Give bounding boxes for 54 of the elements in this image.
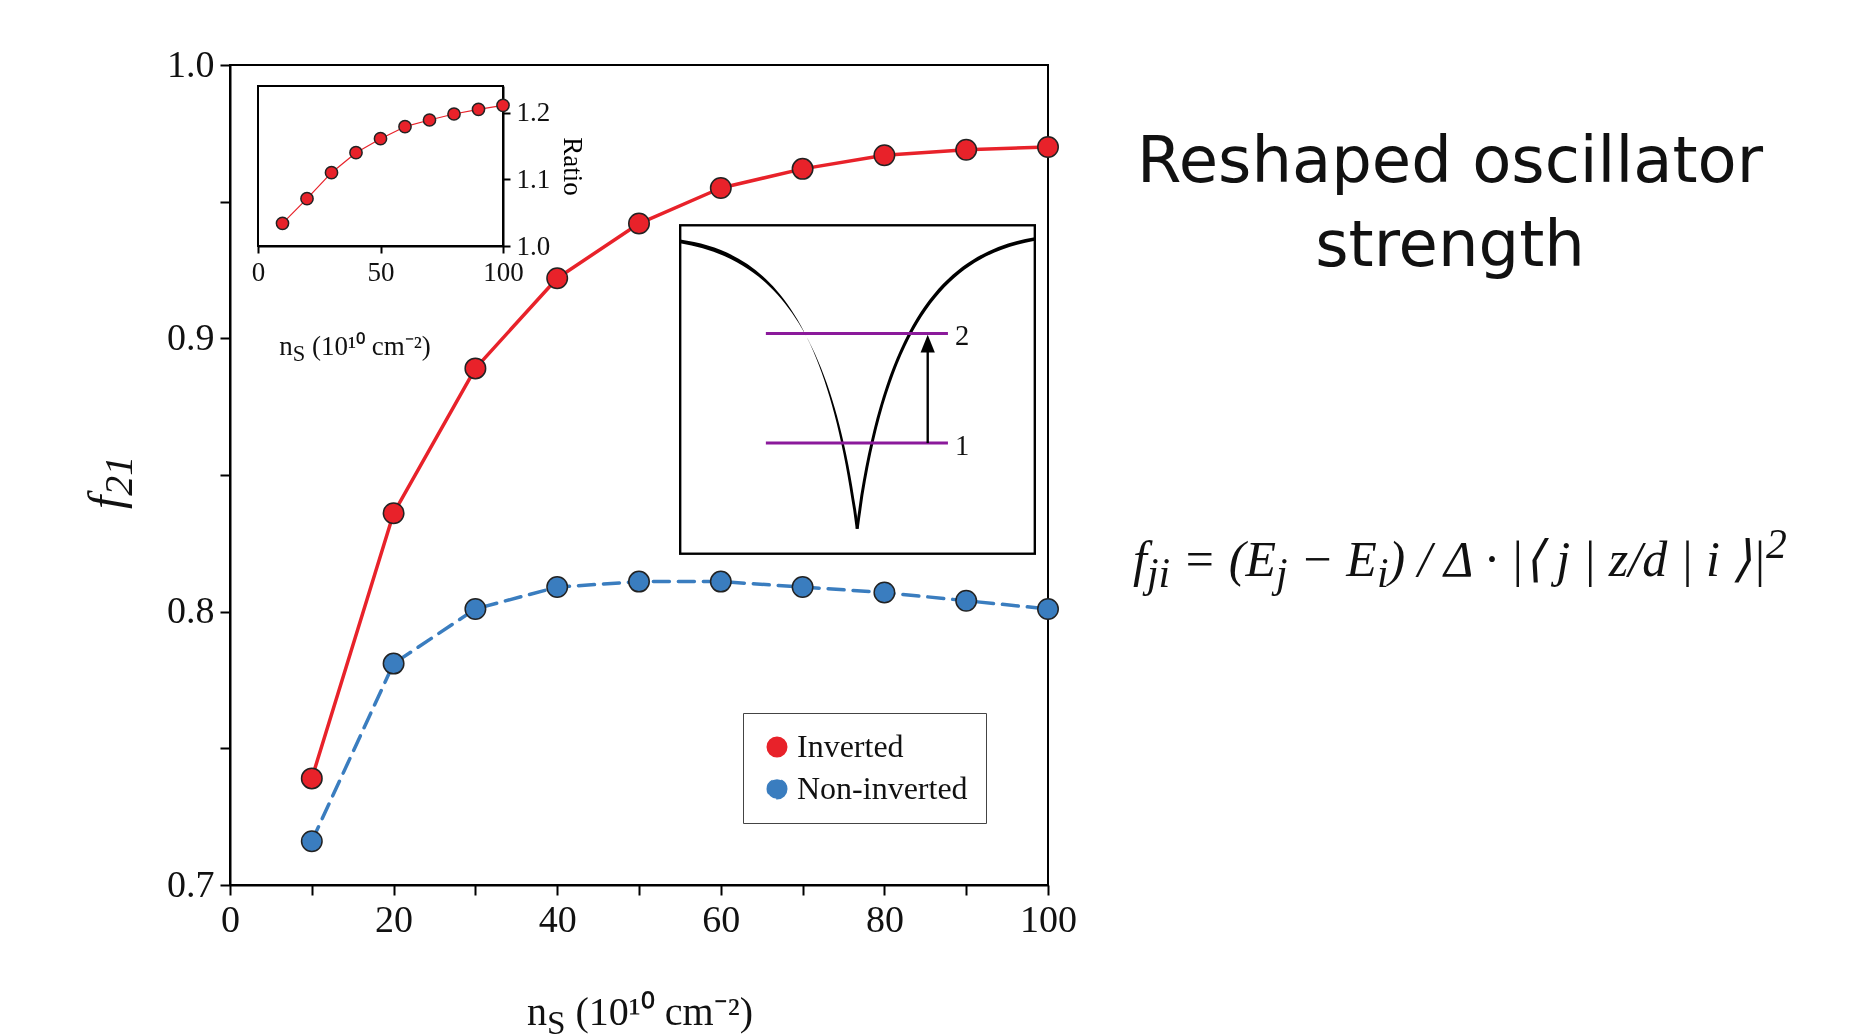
point <box>546 576 569 599</box>
point <box>324 165 339 180</box>
point <box>300 191 314 206</box>
x-axis-title: n$_{S}$ (10¹⁰ cm⁻²) <box>525 988 754 1034</box>
text: f$_{ji}$ = (E$_{j}$ − E$_{i}$) / Δ · |⟨ j | z/d | i ⟩|$^{2}$ <box>1132 520 1788 597</box>
x-tick-label: 0 <box>251 256 266 287</box>
point <box>300 767 323 790</box>
point <box>471 102 486 117</box>
y-tick-label: 0.9 <box>167 315 215 358</box>
point <box>791 576 814 599</box>
point <box>873 144 896 167</box>
point <box>709 570 732 593</box>
legend-label: Non-inverted <box>797 770 968 806</box>
point <box>382 502 405 525</box>
point <box>496 98 510 113</box>
point <box>447 107 461 121</box>
point <box>300 830 323 853</box>
annotation: 2 <box>955 320 970 352</box>
annotation: 1 <box>955 429 970 461</box>
point <box>1037 597 1059 620</box>
text: Reshaped oscillator strength <box>1136 122 1764 283</box>
x-tick-label: 20 <box>375 897 414 940</box>
point <box>398 119 412 134</box>
x-tick-label: 80 <box>865 897 904 940</box>
point <box>546 267 569 290</box>
point <box>628 212 650 235</box>
y-axis-title: Ratio <box>558 137 589 196</box>
point <box>373 131 388 146</box>
x-tick-label: 60 <box>702 897 741 940</box>
point <box>464 597 487 620</box>
point <box>422 113 437 127</box>
point <box>955 138 978 161</box>
y-tick-label: 0.7 <box>167 862 215 905</box>
x-tick-label: 0 <box>221 897 240 940</box>
point <box>1037 136 1059 158</box>
x-tick-label: 100 <box>1020 897 1077 940</box>
point <box>349 145 363 160</box>
point <box>628 570 650 593</box>
legend-label: Inverted <box>797 728 904 764</box>
x-tick-label: 40 <box>538 897 577 940</box>
y-tick-label: 0.8 <box>167 589 215 632</box>
x-axis-title: n$_{S}$ (10¹⁰ cm⁻²) <box>278 330 432 368</box>
y-tick-label: 1.0 <box>167 42 215 85</box>
y-tick-label: 1.2 <box>516 97 551 128</box>
point <box>791 157 814 180</box>
point <box>464 357 487 380</box>
point <box>709 177 732 199</box>
y-tick-label: 1.1 <box>516 163 551 194</box>
x-tick-label: 50 <box>367 256 395 287</box>
point <box>955 589 978 612</box>
point <box>382 652 405 675</box>
quantum-well-diagram: 2 1 <box>679 224 1036 555</box>
point <box>873 581 896 604</box>
point <box>275 216 290 231</box>
